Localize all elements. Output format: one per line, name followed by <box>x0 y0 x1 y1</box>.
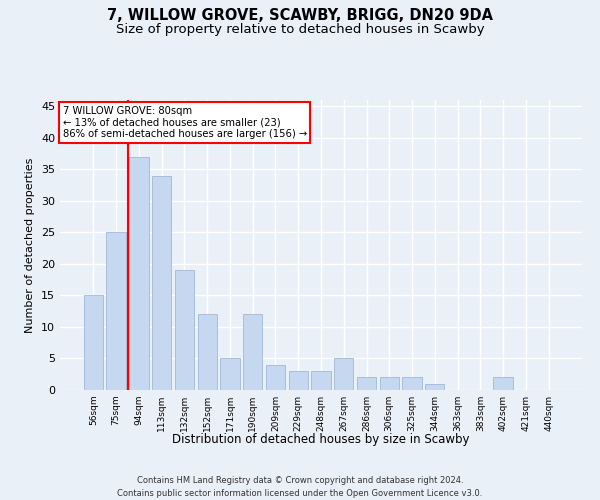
Text: Contains HM Land Registry data © Crown copyright and database right 2024.
Contai: Contains HM Land Registry data © Crown c… <box>118 476 482 498</box>
Bar <box>266 365 285 390</box>
Bar <box>84 296 103 390</box>
Bar <box>380 378 399 390</box>
Y-axis label: Number of detached properties: Number of detached properties <box>25 158 35 332</box>
Text: Distribution of detached houses by size in Scawby: Distribution of detached houses by size … <box>172 432 470 446</box>
Text: 7, WILLOW GROVE, SCAWBY, BRIGG, DN20 9DA: 7, WILLOW GROVE, SCAWBY, BRIGG, DN20 9DA <box>107 8 493 22</box>
Bar <box>403 378 422 390</box>
Bar <box>129 156 149 390</box>
Bar <box>197 314 217 390</box>
Text: Size of property relative to detached houses in Scawby: Size of property relative to detached ho… <box>116 22 484 36</box>
Bar <box>243 314 262 390</box>
Bar <box>493 378 513 390</box>
Bar <box>152 176 172 390</box>
Bar <box>357 378 376 390</box>
Bar <box>425 384 445 390</box>
Bar <box>220 358 239 390</box>
Text: 7 WILLOW GROVE: 80sqm
← 13% of detached houses are smaller (23)
86% of semi-deta: 7 WILLOW GROVE: 80sqm ← 13% of detached … <box>62 106 307 139</box>
Bar <box>334 358 353 390</box>
Bar <box>289 371 308 390</box>
Bar <box>106 232 126 390</box>
Bar <box>311 371 331 390</box>
Bar <box>175 270 194 390</box>
